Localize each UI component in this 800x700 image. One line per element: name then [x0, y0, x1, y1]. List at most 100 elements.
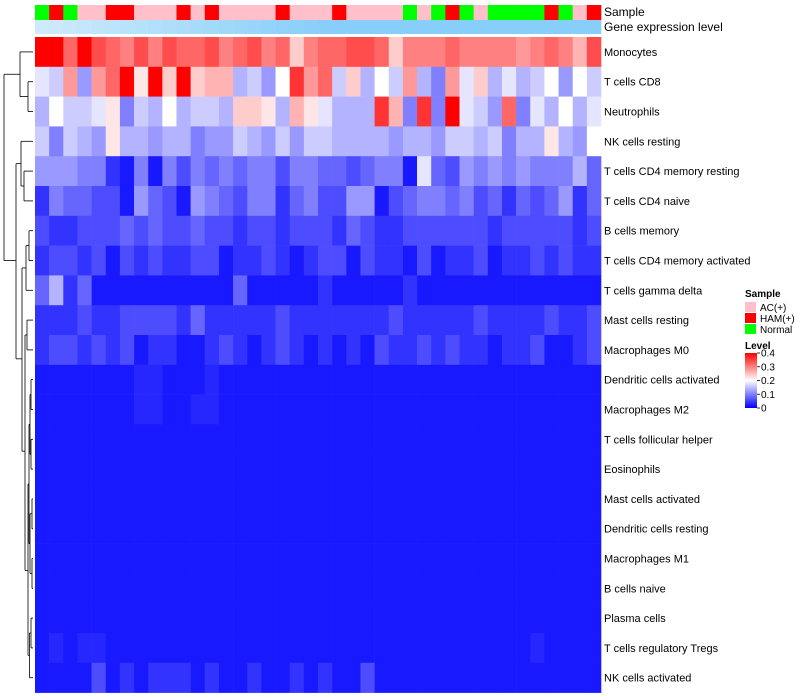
heatmap-cell: [445, 662, 460, 693]
heatmap-cell: [516, 543, 531, 574]
heatmap-cell: [190, 484, 206, 515]
heatmap-cell: [431, 603, 446, 634]
sample-cell: [289, 5, 305, 20]
row-label: T cells CD4 naive: [604, 196, 690, 208]
heatmap-cell: [261, 662, 276, 693]
heatmap-cell: [374, 66, 390, 97]
heatmap-cell: [35, 424, 50, 455]
heatmap-cell: [190, 633, 206, 664]
heatmap-cell: [119, 364, 135, 395]
heatmap-cell: [49, 215, 64, 246]
heatmap-cell: [275, 484, 290, 515]
sample-cell: [190, 5, 206, 20]
heatmap-cell: [247, 424, 262, 455]
sample-cell: [417, 5, 432, 20]
heatmap-cell: [374, 186, 390, 217]
heatmap-cell: [289, 543, 305, 574]
heatmap-cell: [402, 543, 418, 574]
expression-cell: [544, 20, 559, 34]
heatmap-cell: [162, 543, 177, 574]
legend-label-ac: AC(+): [760, 303, 786, 314]
heatmap-cell: [402, 633, 418, 664]
heatmap-cell: [233, 96, 248, 127]
heatmap-cell: [148, 573, 163, 604]
sample-cell: [346, 5, 361, 20]
heatmap-cell: [459, 275, 474, 306]
heatmap-cell: [134, 245, 149, 276]
heatmap-cell: [431, 305, 446, 336]
heatmap-cell: [586, 186, 602, 217]
heatmap-cell: [204, 424, 220, 455]
heatmap-cell: [544, 96, 559, 127]
heatmap-cell: [431, 215, 446, 246]
heatmap-cell: [586, 156, 602, 187]
heatmap-cell: [105, 275, 121, 306]
heatmap-cell: [544, 156, 559, 187]
gene-expression-track: [35, 20, 602, 34]
heatmap-cell: [346, 543, 361, 574]
heatmap-cell: [77, 305, 92, 336]
heatmap-cell: [218, 513, 234, 544]
heatmap-cell: [417, 66, 432, 97]
heatmap-cell: [204, 66, 220, 97]
row-label: Mast cells resting: [604, 315, 689, 327]
heatmap-cell: [586, 454, 602, 485]
heatmap-cell: [445, 633, 460, 664]
heatmap-cell: [586, 245, 602, 276]
heatmap-cell: [332, 275, 347, 306]
heatmap-cell: [388, 156, 404, 187]
heatmap-cell: [105, 484, 121, 515]
row-label: Dendritic cells activated: [604, 375, 720, 387]
heatmap-cell: [487, 215, 503, 246]
heatmap-cell: [388, 573, 404, 604]
heatmap-cell: [275, 513, 290, 544]
heatmap-cell: [303, 543, 319, 574]
heatmap-cell: [445, 543, 460, 574]
heatmap-cell: [374, 245, 390, 276]
heatmap-cell: [148, 37, 163, 68]
heatmap-cell: [318, 364, 333, 395]
heatmap-cell: [49, 66, 64, 97]
heatmap-cell: [35, 96, 50, 127]
heatmap-cell: [218, 633, 234, 664]
heatmap-cell: [332, 484, 347, 515]
heatmap-cell: [544, 513, 559, 544]
heatmap-cell: [360, 454, 375, 485]
expression-cell: [459, 20, 474, 34]
heatmap-cell: [247, 126, 262, 157]
heatmap-cell: [63, 573, 78, 604]
heatmap-cell: [77, 245, 92, 276]
heatmap-cell: [176, 543, 191, 574]
expression-cell: [289, 20, 305, 34]
heatmap-cell: [318, 96, 333, 127]
heatmap-cell: [303, 186, 319, 217]
heatmap-cell: [417, 305, 432, 336]
heatmap-cell: [275, 215, 290, 246]
heatmap-cell: [134, 394, 149, 425]
heatmap-cell: [346, 96, 361, 127]
heatmap-cell: [303, 662, 319, 693]
heatmap-cell: [134, 215, 149, 246]
heatmap-cell: [445, 573, 460, 604]
heatmap-cell: [332, 215, 347, 246]
heatmap-cell: [586, 66, 602, 97]
heatmap-cell: [586, 96, 602, 127]
heatmap-cell: [35, 215, 50, 246]
expression-cell: [91, 20, 107, 34]
heatmap-cell: [572, 335, 588, 366]
heatmap-cell: [346, 662, 361, 693]
heatmap-cell: [176, 245, 191, 276]
heatmap-cell: [332, 66, 347, 97]
heatmap-cell: [360, 275, 375, 306]
heatmap-cell: [473, 543, 489, 574]
heatmap-cell: [289, 424, 305, 455]
heatmap-cell: [148, 633, 163, 664]
heatmap-cell: [558, 513, 573, 544]
heatmap-cell: [233, 275, 248, 306]
heatmap-cell: [204, 603, 220, 634]
heatmap-cell: [289, 156, 305, 187]
heatmap-cell: [119, 215, 135, 246]
heatmap-cell: [105, 603, 121, 634]
heatmap-cell: [318, 186, 333, 217]
row-label: T cells CD8: [604, 77, 661, 89]
